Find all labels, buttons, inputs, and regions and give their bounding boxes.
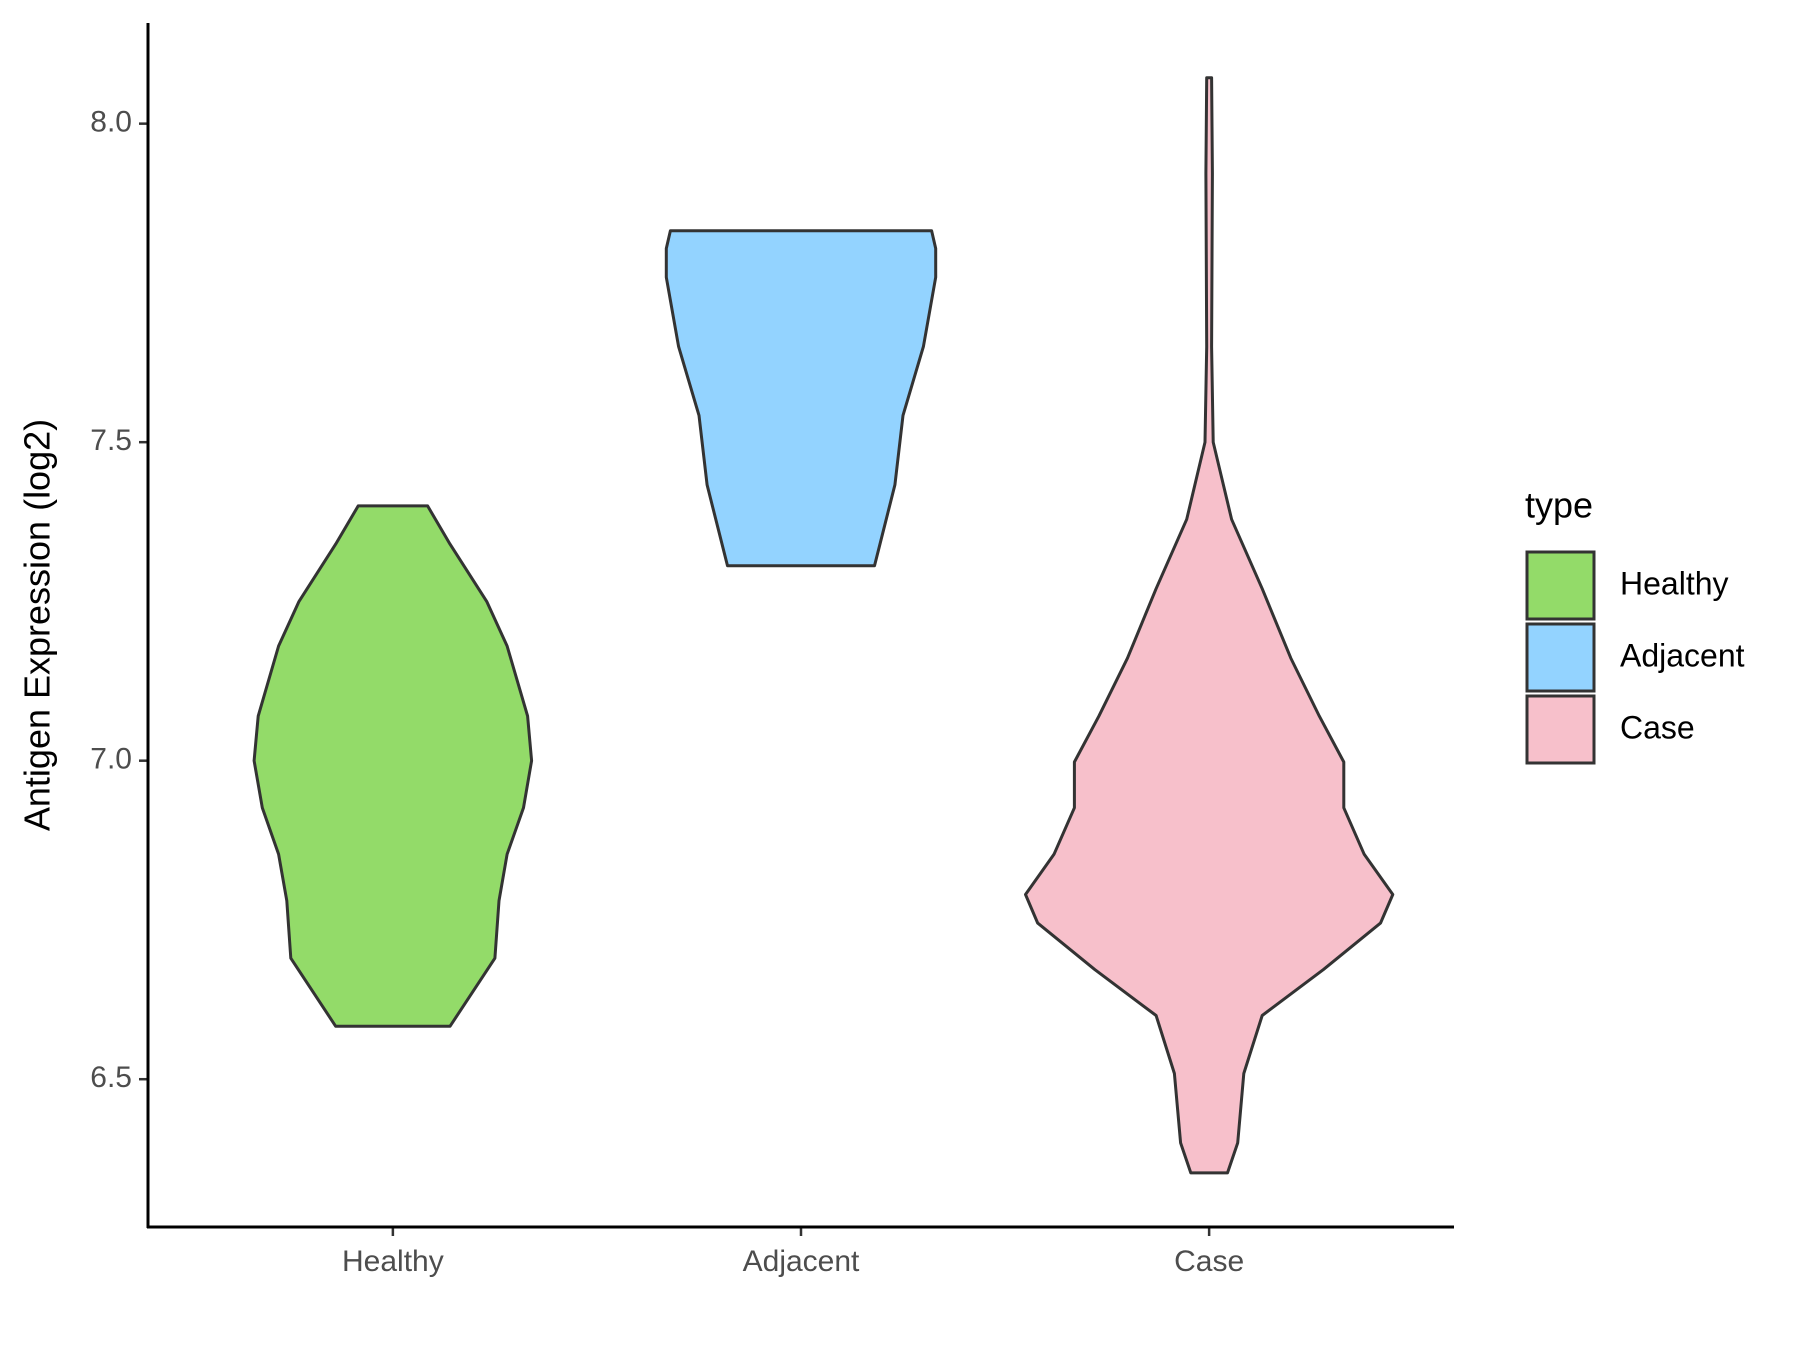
- legend-key: [1525, 694, 1596, 765]
- legend-title: type: [1525, 485, 1593, 526]
- legend-label: Healthy: [1620, 565, 1729, 601]
- y-axis-title: Antigen Expression (log2): [17, 419, 58, 831]
- y-tick-label: 7.5: [90, 424, 132, 457]
- violin: [664, 229, 938, 568]
- legend-key: [1525, 550, 1596, 621]
- legend-label: Adjacent: [1620, 637, 1745, 673]
- legend-label: Case: [1620, 709, 1695, 745]
- x-tick-label: Healthy: [342, 1245, 444, 1278]
- x-tick-label: Case: [1174, 1245, 1244, 1278]
- x-tick-label: Adjacent: [743, 1245, 860, 1278]
- y-tick-label: 8.0: [90, 106, 132, 139]
- legend-key: [1525, 622, 1596, 693]
- y-tick-label: 7.0: [90, 743, 132, 776]
- violin: [252, 504, 534, 1028]
- y-tick-label: 6.5: [90, 1061, 132, 1094]
- violin: [1024, 76, 1395, 1175]
